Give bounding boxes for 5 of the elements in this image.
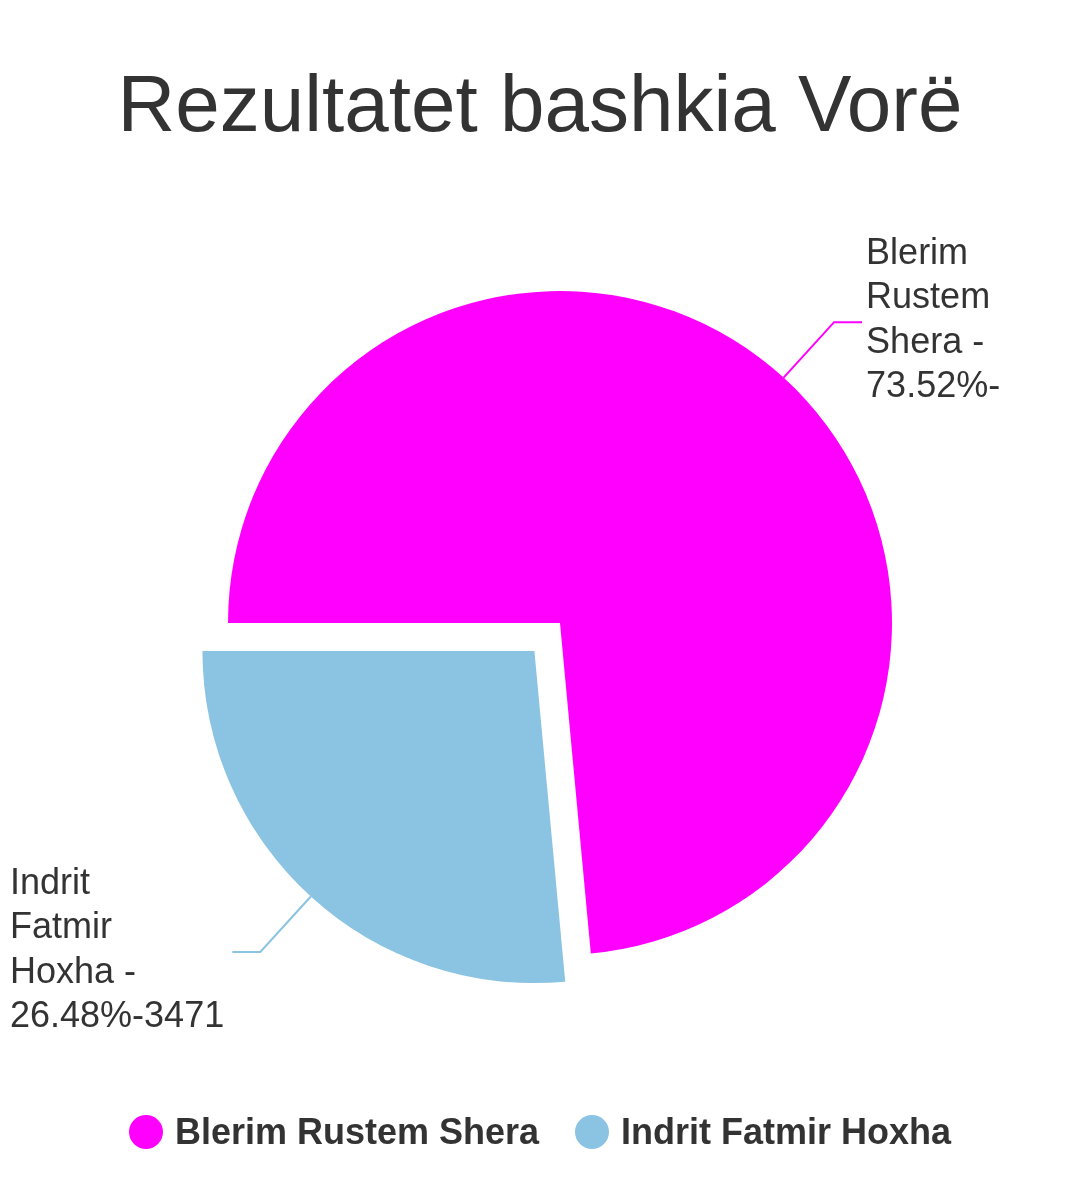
chart-title: Rezultatet bashkia Vorë — [116, 58, 964, 150]
text: Blerim Rustem Shera - 73.52%- — [866, 231, 1001, 406]
legend-label: Indrit Fatmir Hoxha — [621, 1111, 952, 1153]
text: Indrit Fatmir Hoxha - 26.48%-3471 — [10, 860, 225, 1035]
legend-label: Blerim Rustem Shera — [174, 1111, 540, 1153]
